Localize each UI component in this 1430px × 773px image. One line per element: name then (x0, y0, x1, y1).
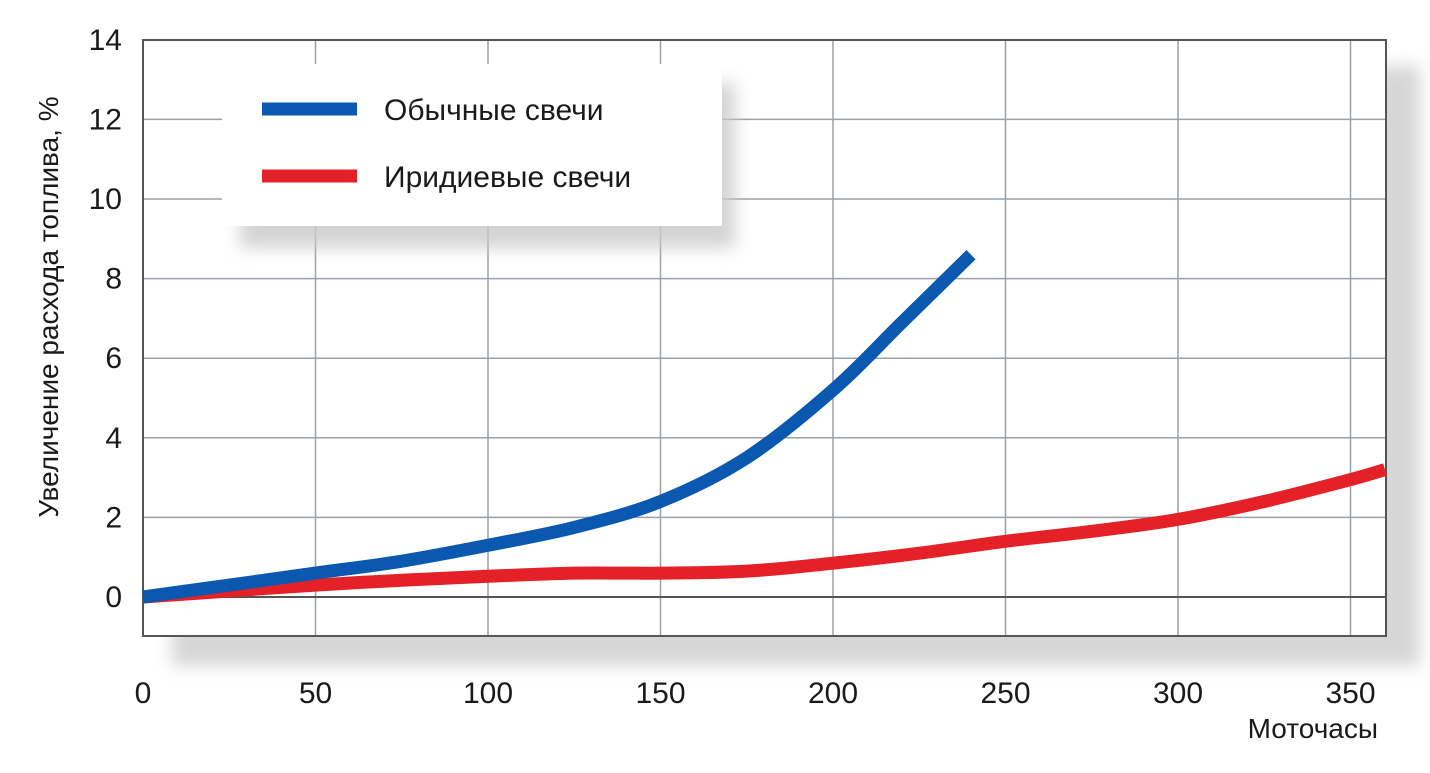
x-tick-label: 100 (463, 677, 513, 710)
x-tick-label: 0 (135, 677, 152, 710)
y-tick-label: 12 (89, 103, 122, 136)
y-tick-label: 0 (105, 581, 122, 614)
y-tick-label: 14 (89, 24, 122, 57)
series-line-iridium (142, 463, 1387, 604)
x-tick-label: 300 (1153, 677, 1203, 710)
y-tick-label: 2 (105, 501, 122, 534)
series-lines (142, 250, 1387, 604)
y-tick-label: 10 (89, 183, 122, 216)
x-tick-label: 250 (980, 677, 1030, 710)
legend-label: Иридиевые свечи (384, 161, 631, 194)
y-tick-labels: 0 2 4 6 8 10 12 14 (89, 24, 122, 614)
x-tick-label: 150 (635, 677, 685, 710)
legend: Обычные свечи Иридиевые свечи (262, 94, 631, 194)
x-axis-title: Моточасы (1248, 713, 1378, 744)
y-tick-label: 4 (105, 422, 122, 455)
x-tick-label: 200 (808, 677, 858, 710)
y-tick-label: 6 (105, 342, 122, 375)
x-tick-labels: 0 50 100 150 200 250 300 350 (135, 677, 1376, 710)
legend-label: Обычные свечи (384, 94, 604, 127)
y-tick-label: 8 (105, 263, 122, 296)
x-tick-label: 350 (1325, 677, 1375, 710)
x-tick-label: 50 (299, 677, 332, 710)
series-line-regular (142, 250, 976, 604)
y-axis-title: Увеличение расхода топлива, % (33, 96, 64, 517)
legend-box (222, 64, 722, 226)
plot-frame (142, 39, 1387, 637)
